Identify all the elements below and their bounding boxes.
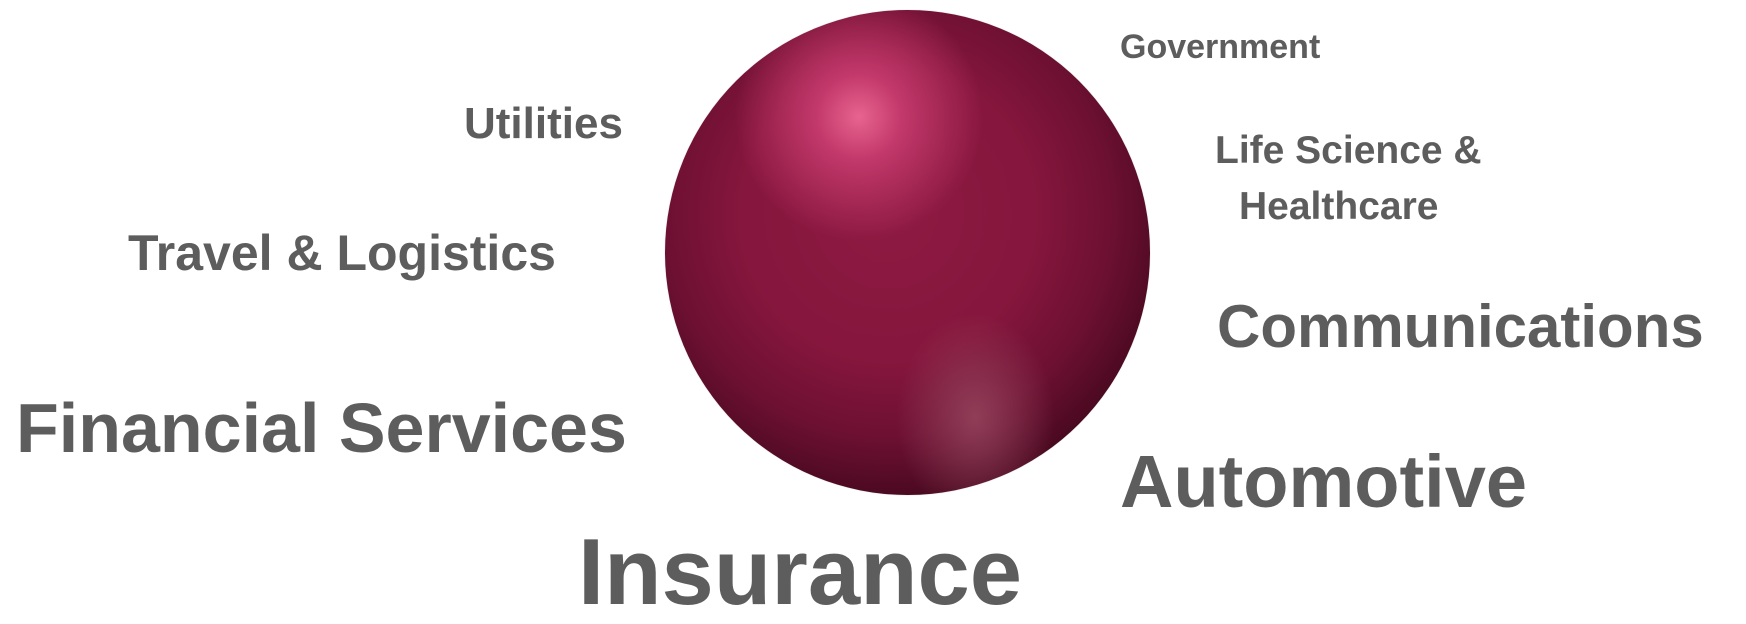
label-automotive: Automotive xyxy=(1120,440,1527,523)
label-government: Government xyxy=(1120,28,1321,66)
label-financial-services: Financial Services xyxy=(16,389,627,467)
label-insurance: Insurance xyxy=(578,519,1023,624)
label-travel-logistics: Travel & Logistics xyxy=(128,225,556,281)
label-life-science-line1: Life Science & xyxy=(1215,129,1482,172)
label-life-science-healthcare: Life Science & Healthcare xyxy=(1215,123,1482,235)
label-communications: Communications xyxy=(1217,293,1704,360)
label-life-science-line2: Healthcare xyxy=(1239,185,1439,228)
label-utilities: Utilities xyxy=(464,99,623,148)
central-sphere xyxy=(665,10,1150,495)
